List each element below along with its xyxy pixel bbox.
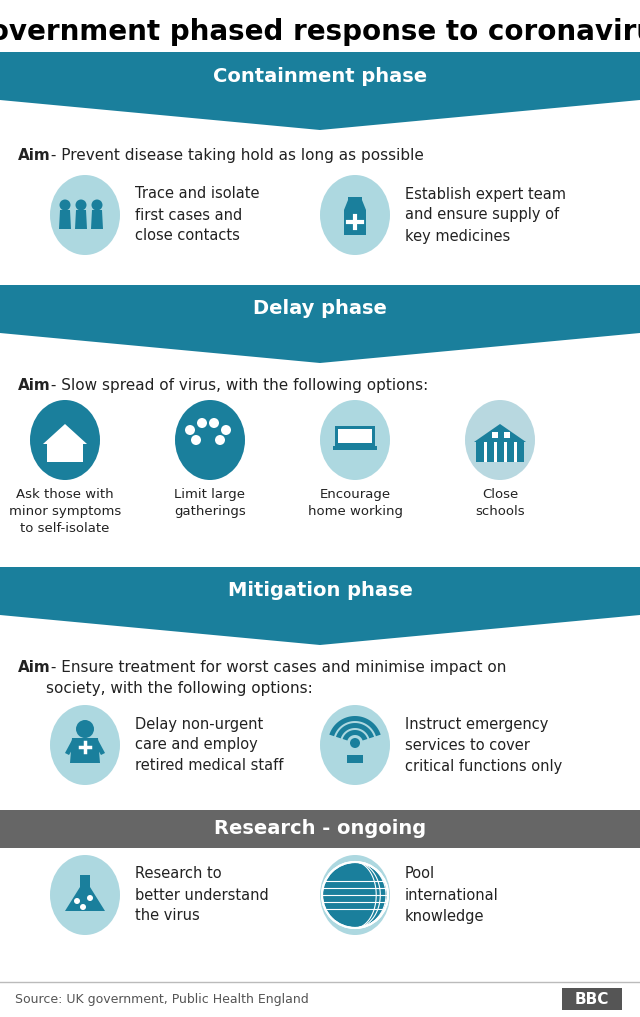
Ellipse shape — [320, 705, 390, 785]
Text: - Ensure treatment for worst cases and minimise impact on
society, with the foll: - Ensure treatment for worst cases and m… — [46, 660, 506, 696]
Polygon shape — [344, 210, 366, 235]
Polygon shape — [53, 446, 60, 451]
Polygon shape — [95, 740, 105, 755]
Polygon shape — [504, 442, 507, 462]
Text: Containment phase: Containment phase — [213, 66, 427, 85]
Polygon shape — [70, 738, 100, 763]
Text: Trace and isolate
first cases and
close contacts: Trace and isolate first cases and close … — [135, 186, 259, 243]
Polygon shape — [53, 453, 60, 458]
Text: Mitigation phase: Mitigation phase — [228, 582, 412, 600]
Text: Ask those with
minor symptoms
to self-isolate: Ask those with minor symptoms to self-is… — [9, 488, 121, 535]
Circle shape — [215, 435, 225, 445]
Text: Aim: Aim — [18, 148, 51, 163]
Ellipse shape — [465, 400, 535, 480]
Polygon shape — [80, 875, 90, 887]
Polygon shape — [0, 810, 640, 848]
Circle shape — [221, 425, 231, 435]
Text: BBC: BBC — [575, 992, 609, 1007]
Text: Government phased response to coronavirus: Government phased response to coronaviru… — [0, 18, 640, 46]
Polygon shape — [338, 429, 372, 443]
Polygon shape — [504, 432, 510, 438]
Text: - Prevent disease taking hold as long as possible: - Prevent disease taking hold as long as… — [46, 148, 424, 163]
Text: Delay non-urgent
care and employ
retired medical staff: Delay non-urgent care and employ retired… — [135, 717, 284, 774]
Polygon shape — [336, 723, 374, 738]
Polygon shape — [348, 197, 362, 200]
Text: - Slow spread of virus, with the following options:: - Slow spread of virus, with the followi… — [46, 378, 428, 393]
Polygon shape — [342, 730, 367, 740]
Text: Instruct emergency
services to cover
critical functions only: Instruct emergency services to cover cri… — [405, 717, 563, 774]
Text: Pool
international
knowledge: Pool international knowledge — [405, 866, 499, 923]
Ellipse shape — [320, 855, 390, 935]
Ellipse shape — [30, 400, 100, 480]
Circle shape — [185, 425, 195, 435]
Polygon shape — [344, 200, 366, 210]
Polygon shape — [59, 210, 71, 229]
Ellipse shape — [50, 175, 120, 255]
Polygon shape — [0, 567, 640, 645]
Polygon shape — [347, 755, 363, 763]
Polygon shape — [73, 453, 80, 458]
Circle shape — [76, 199, 86, 211]
Text: Close
schools: Close schools — [475, 488, 525, 518]
Polygon shape — [43, 424, 87, 444]
Circle shape — [191, 435, 201, 445]
Circle shape — [322, 862, 388, 928]
Polygon shape — [492, 432, 498, 438]
Circle shape — [76, 720, 94, 738]
Polygon shape — [562, 988, 622, 1010]
Ellipse shape — [50, 855, 120, 935]
Polygon shape — [335, 426, 375, 446]
Polygon shape — [0, 285, 640, 363]
Polygon shape — [514, 442, 517, 462]
Polygon shape — [333, 446, 377, 450]
Text: Aim: Aim — [18, 660, 51, 675]
Ellipse shape — [50, 705, 120, 785]
Polygon shape — [474, 424, 526, 442]
Circle shape — [209, 418, 219, 428]
Polygon shape — [0, 52, 640, 130]
Polygon shape — [476, 442, 524, 462]
Circle shape — [92, 199, 102, 211]
Text: Research to
better understand
the virus: Research to better understand the virus — [135, 866, 269, 923]
Polygon shape — [65, 740, 75, 755]
Polygon shape — [75, 210, 87, 229]
Ellipse shape — [175, 400, 245, 480]
Circle shape — [197, 418, 207, 428]
Polygon shape — [65, 887, 105, 911]
Circle shape — [80, 904, 86, 910]
Polygon shape — [494, 442, 497, 462]
Circle shape — [60, 199, 70, 211]
Text: Aim: Aim — [18, 378, 51, 393]
Circle shape — [74, 898, 80, 904]
Polygon shape — [484, 442, 487, 462]
Polygon shape — [47, 444, 83, 462]
Polygon shape — [91, 210, 103, 229]
Circle shape — [350, 738, 360, 747]
Ellipse shape — [320, 400, 390, 480]
Text: Establish expert team
and ensure supply of
key medicines: Establish expert team and ensure supply … — [405, 186, 566, 243]
Polygon shape — [330, 716, 381, 736]
Text: Source: UK government, Public Health England: Source: UK government, Public Health Eng… — [15, 993, 308, 1006]
Text: Encourage
home working: Encourage home working — [307, 488, 403, 518]
Ellipse shape — [320, 175, 390, 255]
Polygon shape — [61, 453, 69, 462]
Text: Limit large
gatherings: Limit large gatherings — [174, 488, 246, 518]
Polygon shape — [73, 446, 80, 451]
Circle shape — [87, 895, 93, 901]
Text: Research - ongoing: Research - ongoing — [214, 820, 426, 838]
Text: Delay phase: Delay phase — [253, 299, 387, 318]
